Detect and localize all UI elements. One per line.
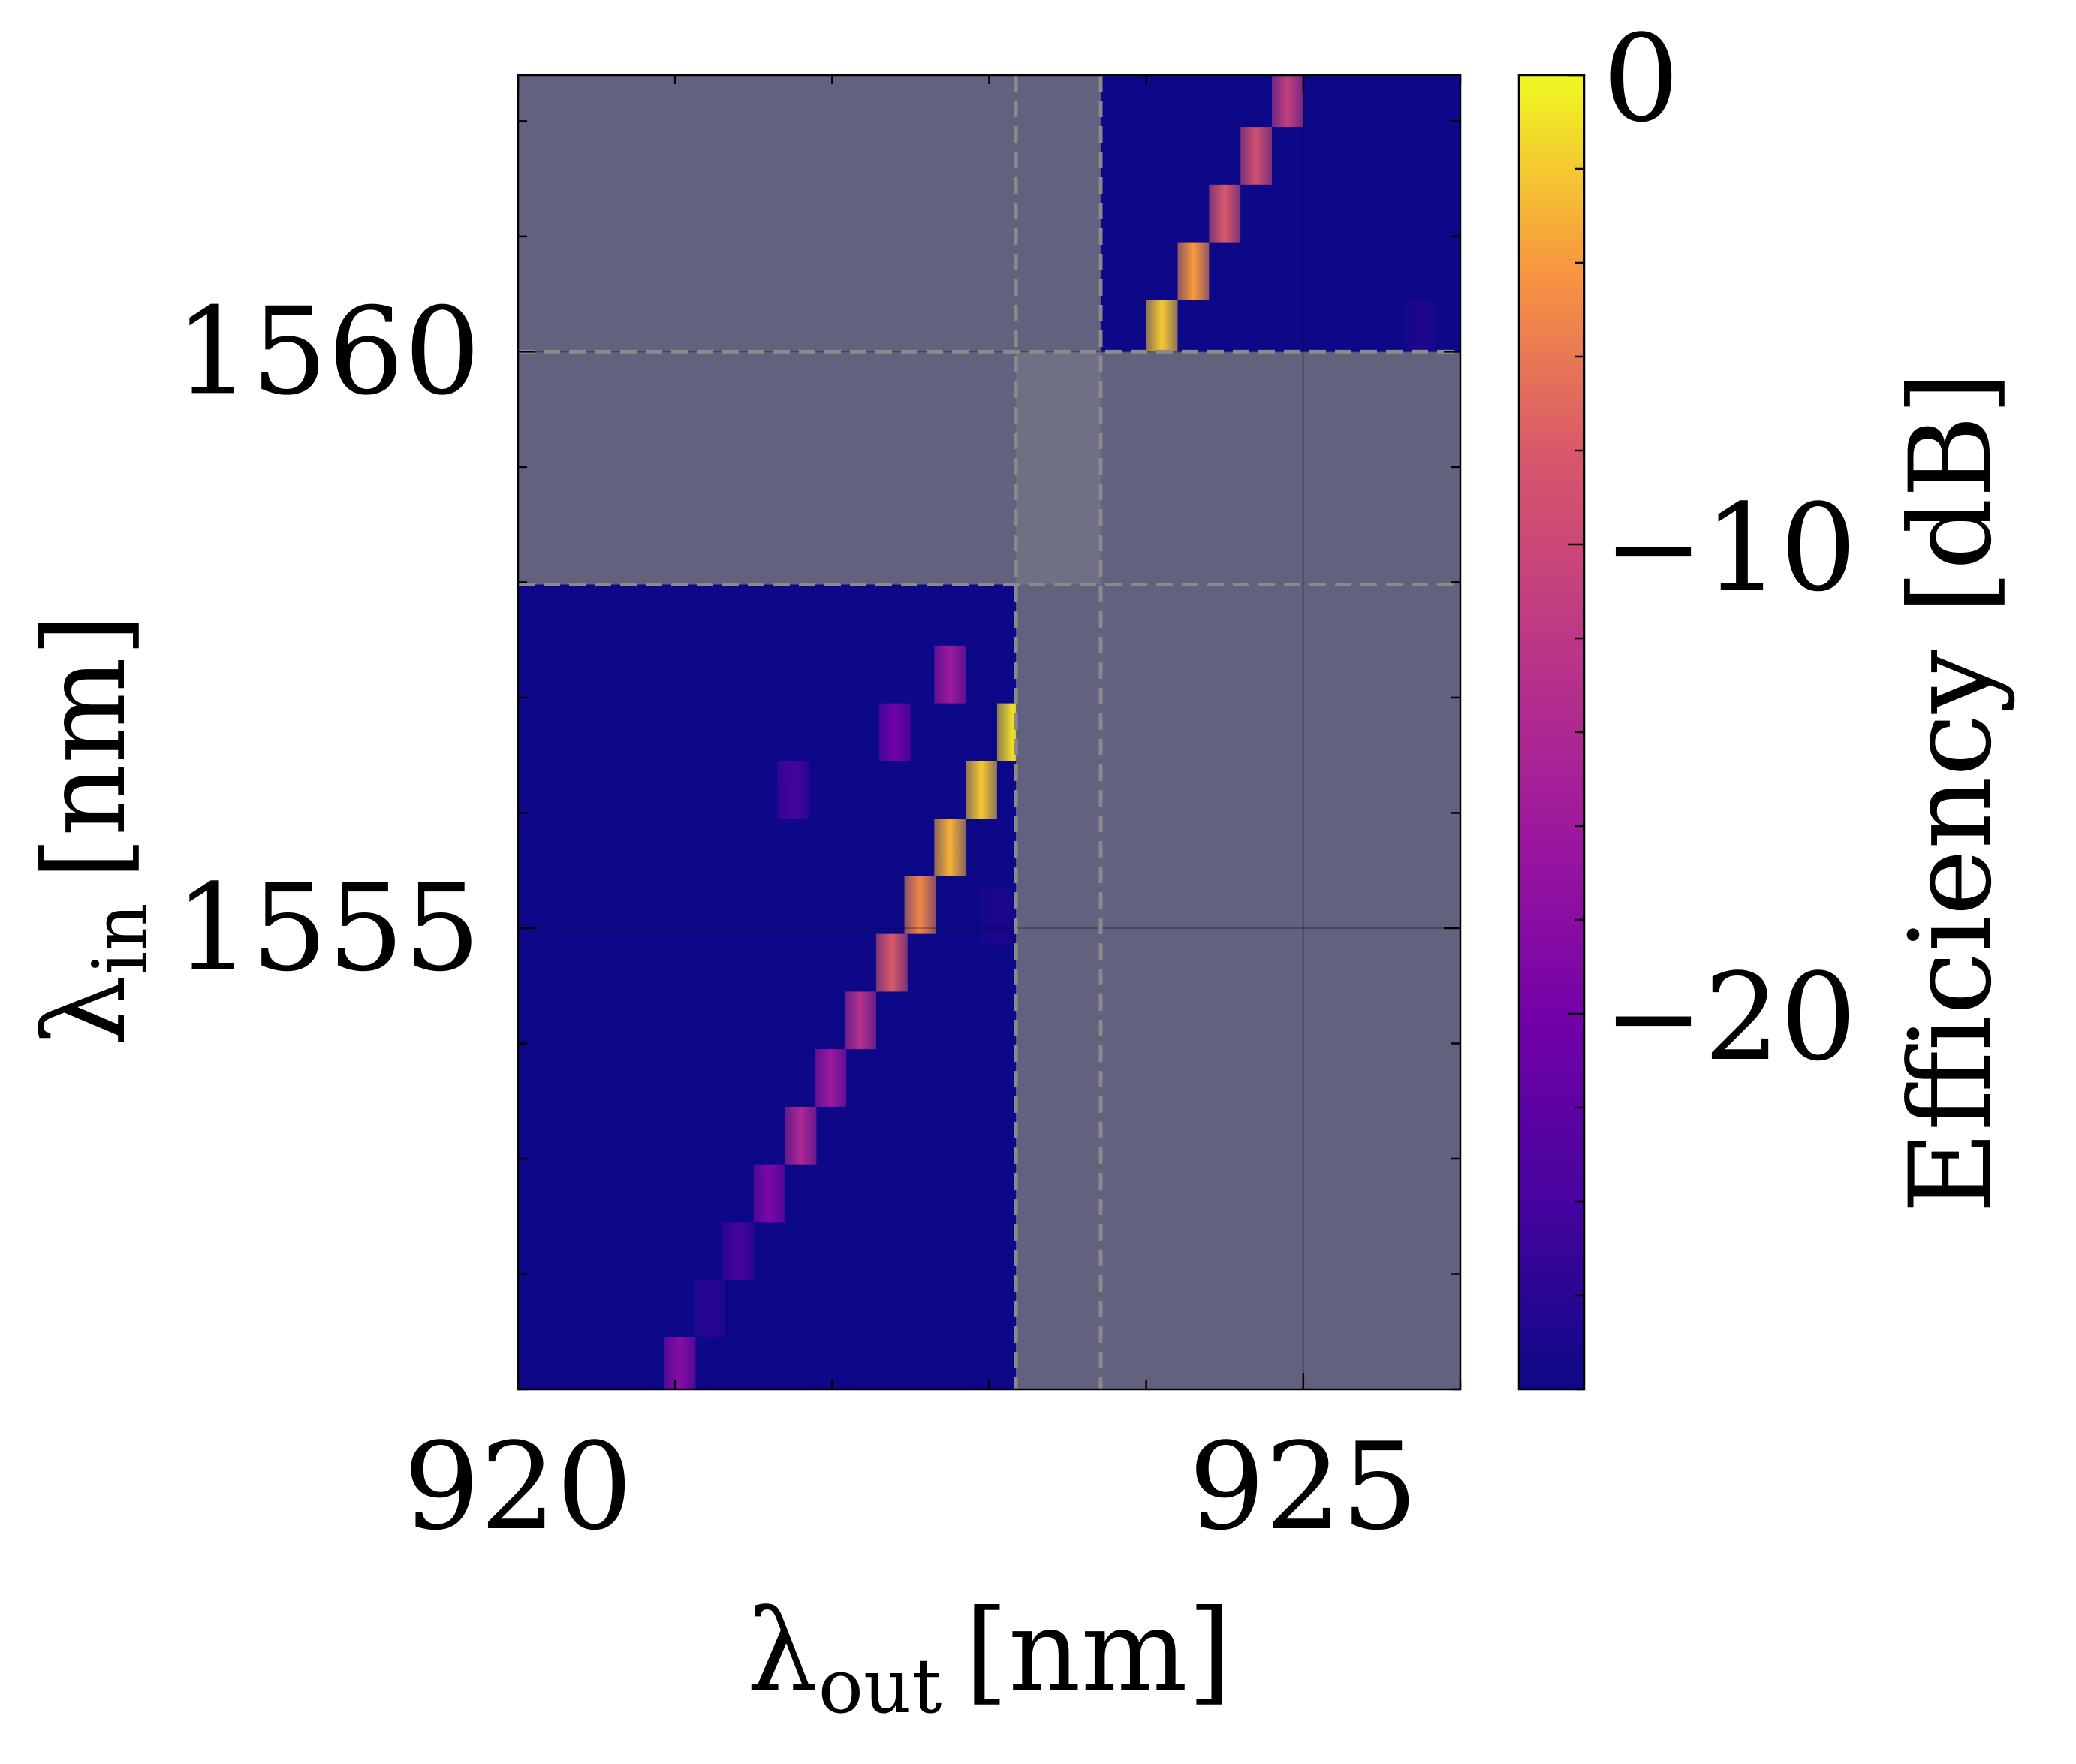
plot-area — [517, 0, 1462, 1391]
heatmap-cells — [664, 0, 1437, 1389]
x-axis-label: λout [nm] — [747, 1586, 1232, 1730]
axis-ticks — [517, 75, 1462, 1391]
heatmap-cell — [694, 1280, 726, 1337]
x-axis-unit: [nm] — [964, 1586, 1231, 1717]
heatmap-cell — [1146, 300, 1178, 358]
heatmap-cell — [934, 645, 966, 704]
heatmap-cell — [777, 761, 809, 819]
masked-region-lower-right — [1016, 584, 1460, 1389]
masked-region-middle-band — [518, 351, 1460, 585]
heatmap-cell — [1405, 300, 1437, 358]
x-tick-label: 920 — [403, 1416, 632, 1557]
heatmap-cell — [904, 876, 936, 934]
heatmap-cell — [966, 761, 997, 819]
masked-region-upper-left — [518, 75, 1101, 352]
colorbar-ticks — [1568, 74, 1584, 1391]
y-tick-labels: 1555 1560 — [175, 281, 481, 998]
heatmap-cell — [934, 819, 966, 876]
heatmap-cell — [1177, 242, 1210, 300]
heatmap-cell — [845, 991, 876, 1050]
heatmap-cell — [1311, 0, 1342, 12]
colorbar-tick-label: −20 — [1603, 947, 1857, 1087]
x-tick-label: 925 — [1189, 1416, 1418, 1557]
x-axis-subscript: out — [818, 1642, 942, 1730]
dashed-boundaries — [518, 75, 1460, 1389]
heatmap-cell — [664, 1337, 696, 1389]
heatmap-cell — [1209, 184, 1241, 243]
y-axis-subscript: in — [77, 903, 164, 975]
y-axis-label: λin [nm] — [20, 613, 164, 1046]
y-tick-label: 1555 — [175, 858, 481, 998]
heatmap-cell — [1240, 127, 1272, 185]
heatmap-cell — [815, 1049, 847, 1107]
y-axis-unit: [nm] — [20, 613, 151, 880]
colorbar-gradient — [1517, 74, 1586, 1391]
y-axis-symbol: λ — [20, 975, 151, 1047]
colorbar-tick-label: 0 — [1603, 8, 1680, 149]
colorbar-tick-label: −10 — [1603, 478, 1857, 618]
heatmap-cell — [753, 1164, 785, 1223]
heatmap-cell — [879, 703, 911, 761]
x-axis-symbol: λ — [747, 1586, 818, 1717]
heatmap-cell — [1272, 75, 1303, 128]
masked-region-center — [1016, 351, 1101, 585]
heatmap-cell — [981, 888, 1013, 945]
heatmap-cell — [1295, 12, 1327, 70]
x-tick-labels: 920 925 — [403, 1416, 1418, 1557]
heatmap-cell — [785, 1106, 817, 1165]
colorbar: 0 −10 −20 Efficiency [dB] — [1517, 8, 2017, 1391]
heatmap-cell — [722, 1222, 754, 1280]
heatmap-cell — [875, 933, 908, 992]
y-tick-label: 1560 — [175, 281, 481, 421]
colorbar-tick-labels: 0 −10 −20 — [1603, 8, 1857, 1087]
colorbar-label: Efficiency [dB] — [1886, 371, 2017, 1213]
masked-regions — [518, 75, 1460, 1389]
